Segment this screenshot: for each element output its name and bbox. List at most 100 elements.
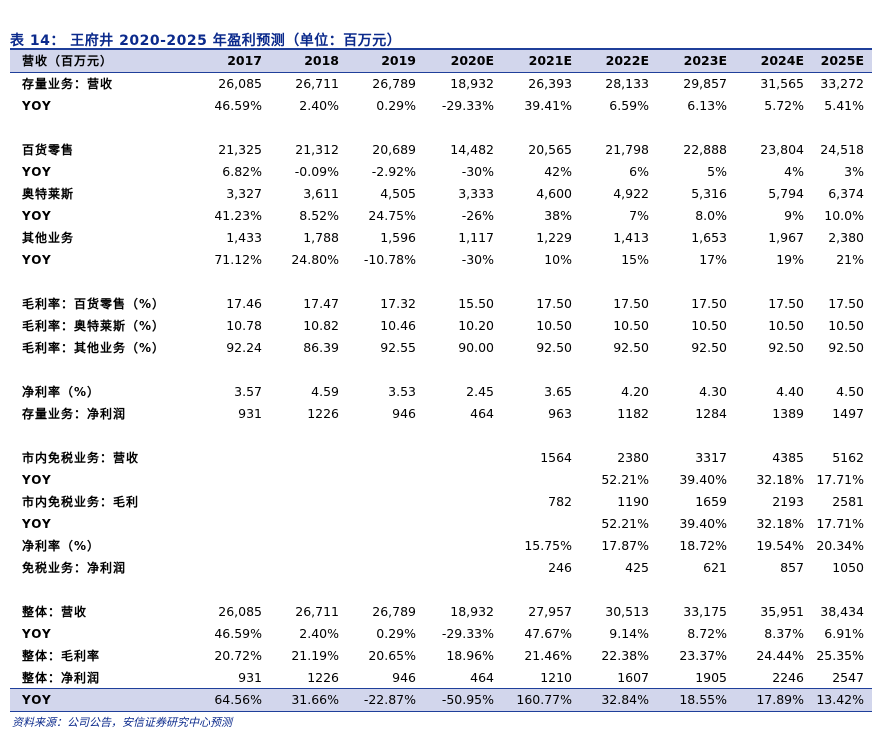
table-cell: 1,596 xyxy=(380,230,416,245)
table-cell: 17% xyxy=(699,252,727,267)
table-cell: 8.0% xyxy=(695,208,727,223)
table-cell: 4.30 xyxy=(699,384,727,399)
table-cell: -30% xyxy=(461,164,494,179)
table-spacer-row xyxy=(10,117,872,139)
table-spacer-row xyxy=(10,359,872,381)
table-cell: -10.78% xyxy=(363,252,416,267)
table-cell: 10.50 xyxy=(691,318,727,333)
table-cell: 10.50 xyxy=(536,318,572,333)
row-label: 市内免税业务：营收 xyxy=(22,451,140,465)
table-cell: 31.66% xyxy=(291,692,339,707)
table-spacer-row xyxy=(10,425,872,447)
table-cell: 3,333 xyxy=(458,186,494,201)
table-cell: 21,325 xyxy=(218,142,262,157)
table-cell: 2193 xyxy=(772,494,804,509)
table-cell: 26,711 xyxy=(295,76,339,91)
table-cell: 1,413 xyxy=(613,230,649,245)
table-cell: 17.50 xyxy=(768,296,804,311)
table-cell: 17.71% xyxy=(816,516,864,531)
table-cell: 92.50 xyxy=(768,340,804,355)
table-cell: 17.32 xyxy=(380,296,416,311)
row-label: 奥特莱斯 xyxy=(22,187,75,201)
table-cell: 425 xyxy=(625,560,649,575)
table-row: YOY 46.59% 2.40% 0.29% -29.33% 39.41% 6.59% 6.1… xyxy=(10,95,872,117)
table-cell: 30,513 xyxy=(605,604,649,619)
row-label: YOY xyxy=(22,99,52,113)
table-cell: 5162 xyxy=(832,450,864,465)
table-cell: 946 xyxy=(392,670,416,685)
table-cell: 20,689 xyxy=(372,142,416,157)
table-cell: 4,600 xyxy=(536,186,572,201)
table-cell: 1182 xyxy=(617,406,649,421)
table-row: 百货零售 21,325 21,312 20,689 14,482 20,565 21,798… xyxy=(10,139,872,161)
table-cell: 18,932 xyxy=(450,76,494,91)
table-cell: 946 xyxy=(392,406,416,421)
table-cell: 963 xyxy=(548,406,572,421)
table-cell: 86.39 xyxy=(303,340,339,355)
table-row: 市内免税业务：营收 1564 2380 3317 4385 5162 xyxy=(10,447,872,469)
table-cell: 21.46% xyxy=(524,648,572,663)
table-cell: 52.21% xyxy=(601,472,649,487)
header-year: 2024E xyxy=(760,53,804,68)
table-row: 整体：营收 26,085 26,711 26,789 18,932 27,957 30,51… xyxy=(10,601,872,623)
table-cell: 6.82% xyxy=(222,164,262,179)
table-cell: 3,327 xyxy=(226,186,262,201)
table-cell: 24.75% xyxy=(368,208,416,223)
table-cell: 2547 xyxy=(832,670,864,685)
row-label: YOY xyxy=(22,165,52,179)
table-cell: 18,932 xyxy=(450,604,494,619)
table-row: YOY 52.21% 39.40% 32.18% 17.71% xyxy=(10,513,872,535)
table-cell: 21,312 xyxy=(295,142,339,157)
table-cell: 15% xyxy=(621,252,649,267)
table-cell: 1284 xyxy=(695,406,727,421)
table-cell: 38% xyxy=(544,208,572,223)
table-cell: 4.20 xyxy=(621,384,649,399)
table-cell: 10.46 xyxy=(380,318,416,333)
row-label: YOY xyxy=(22,627,52,641)
table-cell: 782 xyxy=(548,494,572,509)
table-cell: 18.96% xyxy=(446,648,494,663)
table-cell: 35,951 xyxy=(760,604,804,619)
table-cell: 20.72% xyxy=(214,648,262,663)
table-cell: 21.19% xyxy=(291,648,339,663)
table-cell: 24.44% xyxy=(756,648,804,663)
table-row: 其他业务 1,433 1,788 1,596 1,117 1,229 1,413 1,653 1… xyxy=(10,227,872,249)
table-cell: 6.91% xyxy=(824,626,864,641)
table-cell: 20.34% xyxy=(816,538,864,553)
header-year: 2022E xyxy=(605,53,649,68)
row-label: 整体：净利润 xyxy=(22,671,101,685)
row-label: 存量业务：营收 xyxy=(22,77,114,91)
table-cell: 3% xyxy=(844,164,864,179)
row-label: 市内免税业务：毛利 xyxy=(22,495,140,509)
table-cell: 1659 xyxy=(695,494,727,509)
table-cell: 4.50 xyxy=(836,384,864,399)
table-cell: 23,804 xyxy=(760,142,804,157)
table-cell: 10.50 xyxy=(828,318,864,333)
table-cell: 10.50 xyxy=(768,318,804,333)
header-year: 2025E xyxy=(820,53,864,68)
row-label: YOY xyxy=(22,517,52,531)
table-row: 净利率（%） 15.75% 17.87% 18.72% 19.54% 20.34% xyxy=(10,535,872,557)
table-cell: -29.33% xyxy=(441,626,494,641)
table-cell: 92.50 xyxy=(536,340,572,355)
row-label: 毛利率：其他业务（%） xyxy=(22,341,166,355)
table-cell: 14,482 xyxy=(450,142,494,157)
table-cell: 38,434 xyxy=(820,604,864,619)
table-cell: 6.13% xyxy=(687,98,727,113)
table-cell: 1564 xyxy=(540,450,572,465)
table-cell: 0.29% xyxy=(376,98,416,113)
table-cell: 21% xyxy=(836,252,864,267)
table-cell: 464 xyxy=(470,406,494,421)
table-row: YOY 46.59% 2.40% 0.29% -29.33% 47.67% 9.14% 8.7… xyxy=(10,623,872,645)
row-label: 其他业务 xyxy=(22,231,75,245)
table-cell: 2.40% xyxy=(299,626,339,641)
table-cell: 1210 xyxy=(540,670,572,685)
table-cell: 47.67% xyxy=(524,626,572,641)
table-row: 毛利率：百货零售（%） 17.46 17.47 17.32 15.50 17.50 17.5… xyxy=(10,293,872,315)
table-row: 净利率（%） 3.57 4.59 3.53 2.45 3.65 4.20 4.30 4.40 4.… xyxy=(10,381,872,403)
table-cell: 32.84% xyxy=(601,692,649,707)
table-cell: 1226 xyxy=(307,670,339,685)
table-row: YOY 71.12% 24.80% -10.78% -30% 10% 15% 17% 19% 21… xyxy=(10,249,872,271)
table-cell: 26,085 xyxy=(218,76,262,91)
table-row: 市内免税业务：毛利 782 1190 1659 2193 2581 xyxy=(10,491,872,513)
